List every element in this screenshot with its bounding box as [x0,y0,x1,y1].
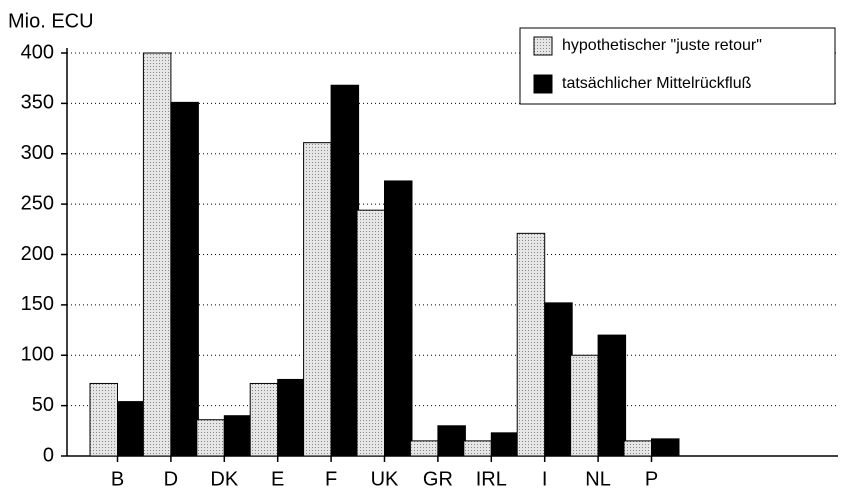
bar [651,438,680,457]
y-tick-label: 0 [43,444,54,466]
x-tick-label: DK [210,468,238,490]
y-tick-label: 400 [21,41,54,63]
legend-swatch [533,74,553,94]
bar [249,382,279,457]
x-tick-label: IRL [476,468,507,490]
bar [277,378,306,457]
bar [89,382,118,457]
bar [623,440,652,457]
bar [142,52,172,457]
bar [303,142,332,457]
y-tick-label: 300 [21,142,54,164]
x-tick-label: E [271,468,284,490]
y-tick-label: 250 [21,192,54,214]
bar [330,84,360,457]
y-tick-label: 50 [32,394,54,416]
bar [356,209,385,457]
bar [117,401,146,457]
x-tick-label: D [164,468,178,490]
bar [170,101,199,457]
x-tick-label: B [111,468,124,490]
y-tick-label: 200 [21,243,54,265]
bar [384,180,413,457]
legend-swatch [533,36,553,56]
x-tick-label: GR [423,468,453,490]
legend-label: hypothetischer "juste retour" [562,37,762,54]
x-tick-label: P [645,468,658,490]
bar [223,415,253,457]
y-tick-label: 100 [21,344,54,366]
bar [597,334,627,457]
bar [196,419,225,457]
bar [570,354,599,457]
legend-label: tatsächlicher Mittelrückfluß [562,75,752,92]
x-tick-label: UK [371,468,399,490]
legend-box [519,27,836,105]
bar [463,440,492,457]
bar [544,302,573,457]
bar [516,232,546,457]
bar [437,425,466,457]
bar [409,440,439,457]
bar [490,432,520,457]
x-tick-label: NL [585,468,611,490]
x-tick-label: I [542,468,548,490]
y-tick-label: 150 [21,293,54,315]
x-tick-label: F [325,468,337,490]
y-tick-label: 350 [21,92,54,114]
y-axis-label: Mio. ECU [8,10,94,32]
